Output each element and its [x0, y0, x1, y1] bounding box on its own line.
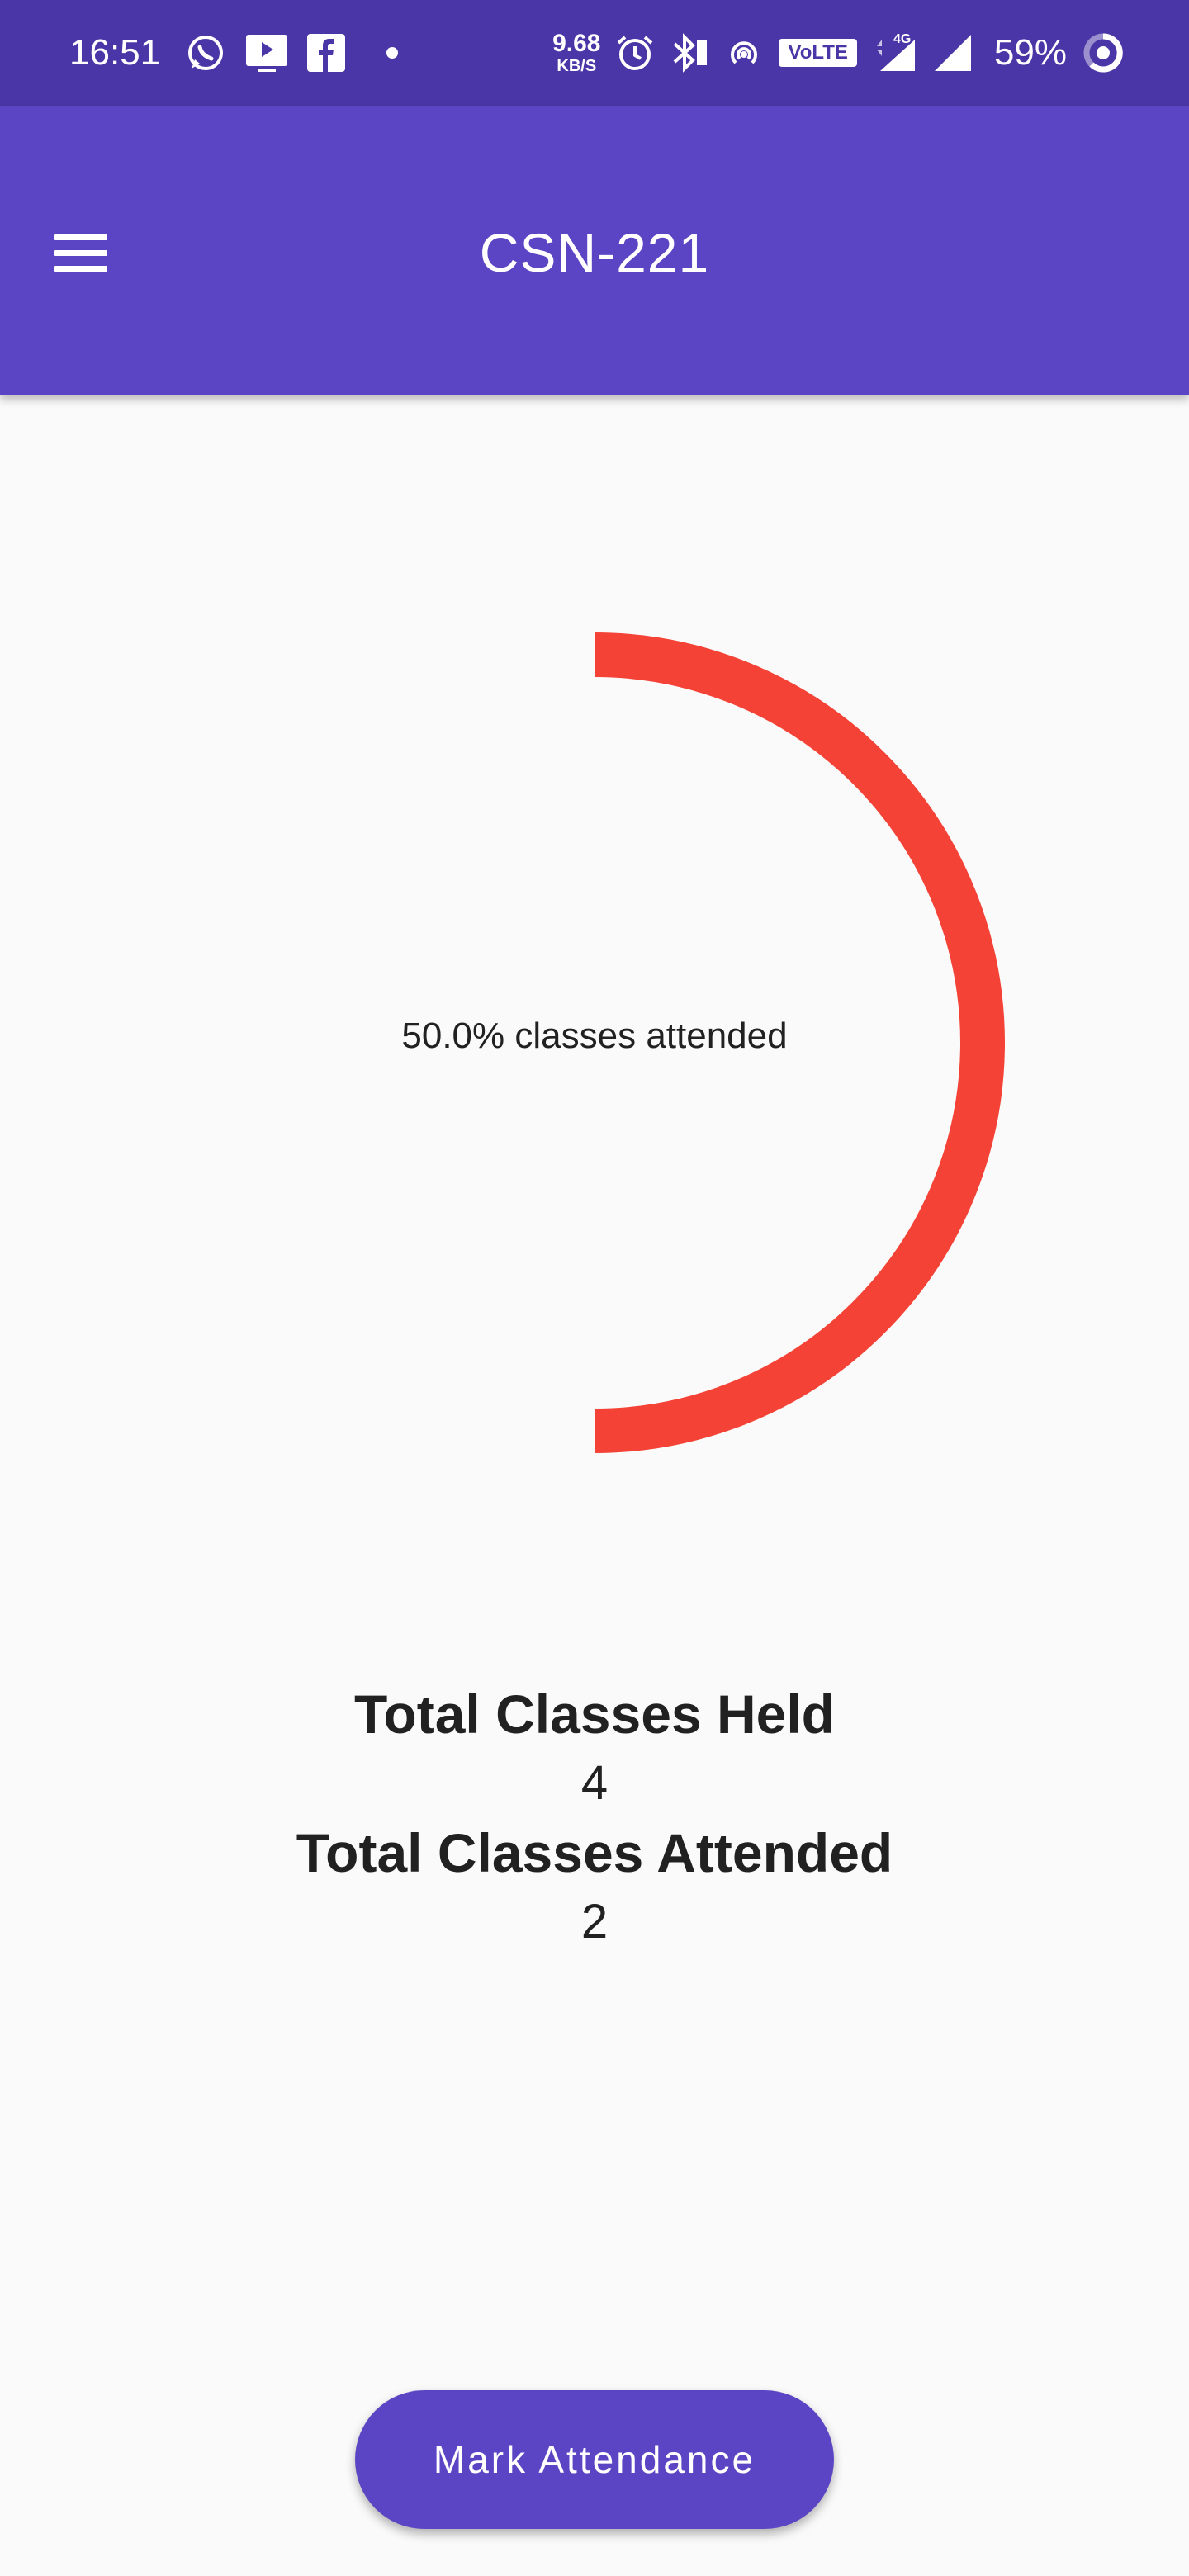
hotspot-icon [724, 33, 764, 73]
alarm-icon [615, 33, 655, 73]
attendance-progress-ring: 50.0% classes attended [0, 395, 1189, 1468]
status-bar-left: 16:51 [69, 32, 399, 73]
page-title: CSN-221 [479, 222, 710, 283]
notification-dot-icon [386, 47, 399, 59]
volte-badge: VoLTE [779, 39, 857, 67]
network-speed-unit: KB/S [557, 57, 597, 75]
total-classes-held-value: 4 [580, 1756, 609, 1810]
attendance-percent-label: 50.0% classes attended [401, 1016, 788, 1056]
status-bar: 16:51 9.68 KB/S VoLTE 4G [0, 0, 1189, 106]
mark-attendance-button[interactable]: Mark Attendance [355, 2390, 834, 2529]
status-time: 16:51 [69, 32, 161, 73]
whatsapp-icon [185, 32, 226, 73]
progress-ring-svg [594, 632, 1005, 1453]
bluetooth-icon [670, 32, 709, 73]
attendance-stats: Total Classes Held 4 Total Classes Atten… [0, 1676, 1189, 1953]
network-speed: 9.68 KB/S [552, 30, 601, 75]
battery-icon [1082, 31, 1125, 74]
youtube-icon [244, 32, 289, 73]
progress-arc [594, 632, 1005, 1453]
facebook-icon [307, 34, 346, 72]
status-bar-right: 9.68 KB/S VoLTE 4G 59% [552, 0, 1125, 106]
app-bar: CSN-221 [0, 106, 1189, 395]
signal-2-icon [933, 33, 973, 73]
total-classes-attended-value: 2 [580, 1895, 609, 1949]
battery-percent: 59% [993, 32, 1067, 73]
network-type-label: 4G [893, 32, 911, 46]
hamburger-menu-icon[interactable] [46, 218, 116, 287]
network-speed-value: 9.68 [552, 30, 601, 57]
total-classes-attended-label: Total Classes Attended [296, 1822, 893, 1883]
total-classes-held-label: Total Classes Held [354, 1683, 835, 1745]
signal-icon: 4G [872, 31, 918, 74]
